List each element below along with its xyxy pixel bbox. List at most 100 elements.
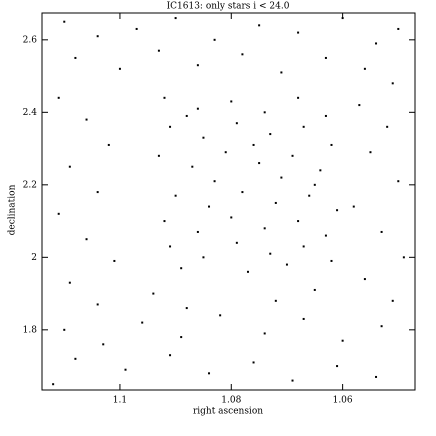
star-point	[180, 267, 183, 270]
star-point	[258, 24, 261, 27]
star-point	[380, 325, 383, 328]
star-point	[74, 357, 77, 360]
star-point	[196, 230, 199, 233]
star-point	[196, 64, 199, 67]
star-point	[52, 383, 55, 386]
star-point	[375, 42, 378, 45]
star-point	[269, 133, 272, 136]
star-point	[313, 288, 316, 291]
star-point	[319, 169, 322, 172]
x-axis-label: right ascension	[193, 407, 263, 417]
star-point	[258, 162, 261, 165]
star-point	[397, 27, 400, 30]
star-point	[185, 307, 188, 310]
star-point	[324, 56, 327, 59]
star-point	[219, 314, 222, 317]
star-point	[363, 67, 366, 70]
star-point	[152, 292, 155, 295]
star-point	[208, 372, 211, 375]
star-point	[308, 194, 311, 197]
y-axis-label: declination	[8, 184, 18, 235]
star-point	[202, 256, 205, 259]
star-point	[391, 299, 394, 302]
star-point	[213, 180, 216, 183]
star-point	[135, 27, 138, 30]
star-point	[124, 368, 127, 371]
star-point	[241, 53, 244, 56]
star-point	[235, 122, 238, 125]
star-point	[330, 143, 333, 146]
star-point	[63, 20, 66, 23]
star-point	[174, 17, 177, 20]
star-point	[118, 67, 121, 70]
star-point	[169, 354, 172, 357]
star-point	[85, 118, 88, 121]
star-point	[297, 220, 300, 223]
y-tick-label: 1.8	[23, 325, 38, 335]
star-point	[380, 230, 383, 233]
star-point	[163, 220, 166, 223]
star-point	[352, 205, 355, 208]
star-point	[235, 241, 238, 244]
star-point	[102, 343, 105, 346]
star-point	[246, 270, 249, 273]
star-point	[391, 82, 394, 85]
star-point	[291, 379, 294, 382]
star-point	[263, 227, 266, 230]
star-point	[85, 238, 88, 241]
star-point	[263, 111, 266, 114]
star-point	[336, 209, 339, 212]
star-point	[96, 303, 99, 306]
chart-title: IC1613: only stars i < 24.0	[167, 2, 290, 12]
star-point	[269, 252, 272, 255]
star-point	[157, 49, 160, 52]
star-point	[169, 245, 172, 248]
star-point	[107, 143, 110, 146]
star-point	[341, 339, 344, 342]
star-point	[68, 165, 71, 168]
star-point	[297, 31, 300, 34]
star-point	[180, 336, 183, 339]
y-tick-label: 2.6	[23, 35, 38, 45]
star-point	[68, 281, 71, 284]
star-point	[285, 263, 288, 266]
star-point	[230, 216, 233, 219]
star-point	[358, 104, 361, 107]
star-point	[74, 56, 77, 59]
star-point	[208, 205, 211, 208]
star-point	[402, 256, 405, 259]
y-tick-label: 2.4	[23, 108, 38, 118]
star-point	[157, 154, 160, 157]
x-tick-label: 1.1	[113, 396, 127, 406]
star-point	[169, 125, 172, 128]
star-point	[263, 332, 266, 335]
star-point	[363, 278, 366, 281]
star-point	[302, 245, 305, 248]
star-point	[330, 259, 333, 262]
x-tick-label: 1.06	[333, 396, 353, 406]
x-tick-label: 1.08	[221, 396, 241, 406]
star-point	[313, 183, 316, 186]
star-point	[202, 136, 205, 139]
star-point	[397, 180, 400, 183]
star-point	[57, 96, 60, 99]
star-point	[297, 96, 300, 99]
star-point	[274, 299, 277, 302]
star-point	[141, 321, 144, 324]
star-point	[375, 375, 378, 378]
star-point	[386, 125, 389, 128]
star-point	[252, 143, 255, 146]
star-point	[163, 96, 166, 99]
star-point	[291, 154, 294, 157]
star-point	[302, 317, 305, 320]
star-point	[280, 71, 283, 74]
star-point	[369, 151, 372, 154]
star-point	[57, 212, 60, 215]
star-point	[302, 125, 305, 128]
star-point	[63, 328, 66, 331]
star-point	[336, 365, 339, 368]
star-point	[96, 35, 99, 38]
star-point	[324, 114, 327, 117]
plot-frame	[41, 12, 416, 391]
